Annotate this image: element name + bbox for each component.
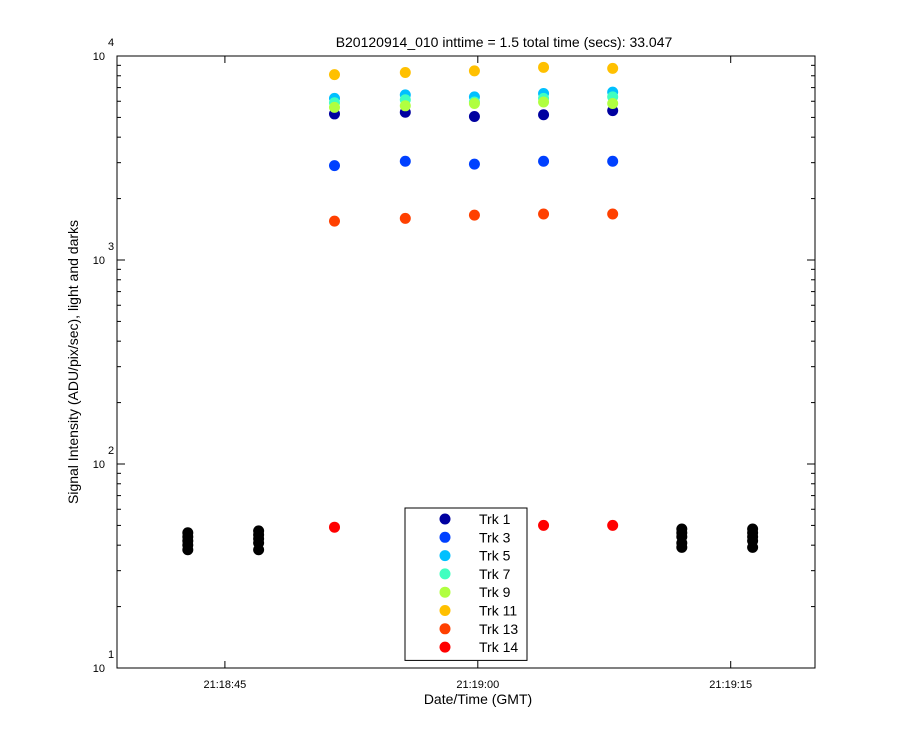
data-point <box>399 212 411 224</box>
x-axis: 21:18:45 21:19:00 21:19:15 <box>203 56 752 691</box>
legend-box <box>404 507 528 661</box>
data-point <box>538 109 550 121</box>
data-point <box>328 521 340 533</box>
series-trk-9 <box>328 96 619 113</box>
legend-label: Trk 14 <box>479 639 518 655</box>
y-tick-exponent: 2 <box>108 445 114 457</box>
legend-label: Trk 3 <box>479 529 511 545</box>
series-trk-13 <box>328 208 619 227</box>
data-point <box>607 519 619 531</box>
series-trk-11 <box>328 61 619 81</box>
legend-label: Trk 7 <box>479 566 511 582</box>
data-point <box>676 523 688 535</box>
data-point <box>538 96 550 108</box>
chart-title: B20120914_010 inttime = 1.5 total time (… <box>336 34 673 50</box>
y-tick-label: 10 <box>93 663 105 675</box>
data-point <box>328 215 340 227</box>
legend-label: Trk 9 <box>479 584 511 600</box>
legend-marker <box>439 641 451 653</box>
legend: Trk 1 Trk 3 Trk 5 Trk 7 Trk 9 Trk 11 Trk 13 Trk… <box>404 507 528 661</box>
data-point <box>538 208 550 220</box>
legend-label: Trk 13 <box>479 621 518 637</box>
x-tick-label: 21:19:00 <box>456 679 499 691</box>
legend-label: Trk 11 <box>479 603 517 619</box>
data-point <box>468 98 480 110</box>
data-point <box>468 209 480 221</box>
data-point <box>538 155 550 167</box>
y-tick-exponent: 4 <box>108 37 114 49</box>
data-point <box>747 523 759 535</box>
y-tick-exponent: 1 <box>108 649 114 661</box>
data-point <box>399 100 411 112</box>
data-point <box>607 62 619 74</box>
legend-marker <box>439 568 451 580</box>
data-point <box>468 111 480 123</box>
data-point <box>607 208 619 220</box>
data-point <box>328 101 340 113</box>
data-point <box>399 67 411 79</box>
x-axis-label: Date/Time (GMT) <box>424 691 532 707</box>
data-point <box>538 519 550 531</box>
legend-marker <box>439 605 451 616</box>
data-point <box>607 155 619 167</box>
data-point <box>253 525 265 537</box>
y-tick-exponent: 3 <box>108 241 114 253</box>
y-tick-label: 10 <box>93 51 105 63</box>
legend-marker <box>439 623 451 635</box>
x-tick-label: 21:19:15 <box>709 679 752 691</box>
series-darks <box>182 523 759 556</box>
data-point <box>607 98 619 110</box>
y-tick-label: 10 <box>93 459 105 471</box>
data-point <box>328 69 340 81</box>
data-point <box>468 65 480 77</box>
legend-label: Trk 1 <box>479 511 511 527</box>
data-point <box>182 527 194 539</box>
legend-marker <box>439 586 451 598</box>
legend-label: Trk 5 <box>479 548 511 564</box>
legend-marker <box>439 513 451 525</box>
data-point <box>328 160 340 172</box>
data-point <box>468 158 480 170</box>
legend-marker <box>439 531 451 543</box>
y-tick-label: 10 <box>93 255 105 267</box>
data-point <box>538 61 550 73</box>
data-point <box>399 155 411 167</box>
y-axis-label: Signal Intensity (ADU/pix/sec), light an… <box>65 220 81 504</box>
series-trk-14 <box>328 519 619 533</box>
data-points <box>182 61 759 556</box>
x-tick-label: 21:18:45 <box>203 679 246 691</box>
series-trk-3 <box>328 155 619 172</box>
legend-marker <box>439 550 451 562</box>
